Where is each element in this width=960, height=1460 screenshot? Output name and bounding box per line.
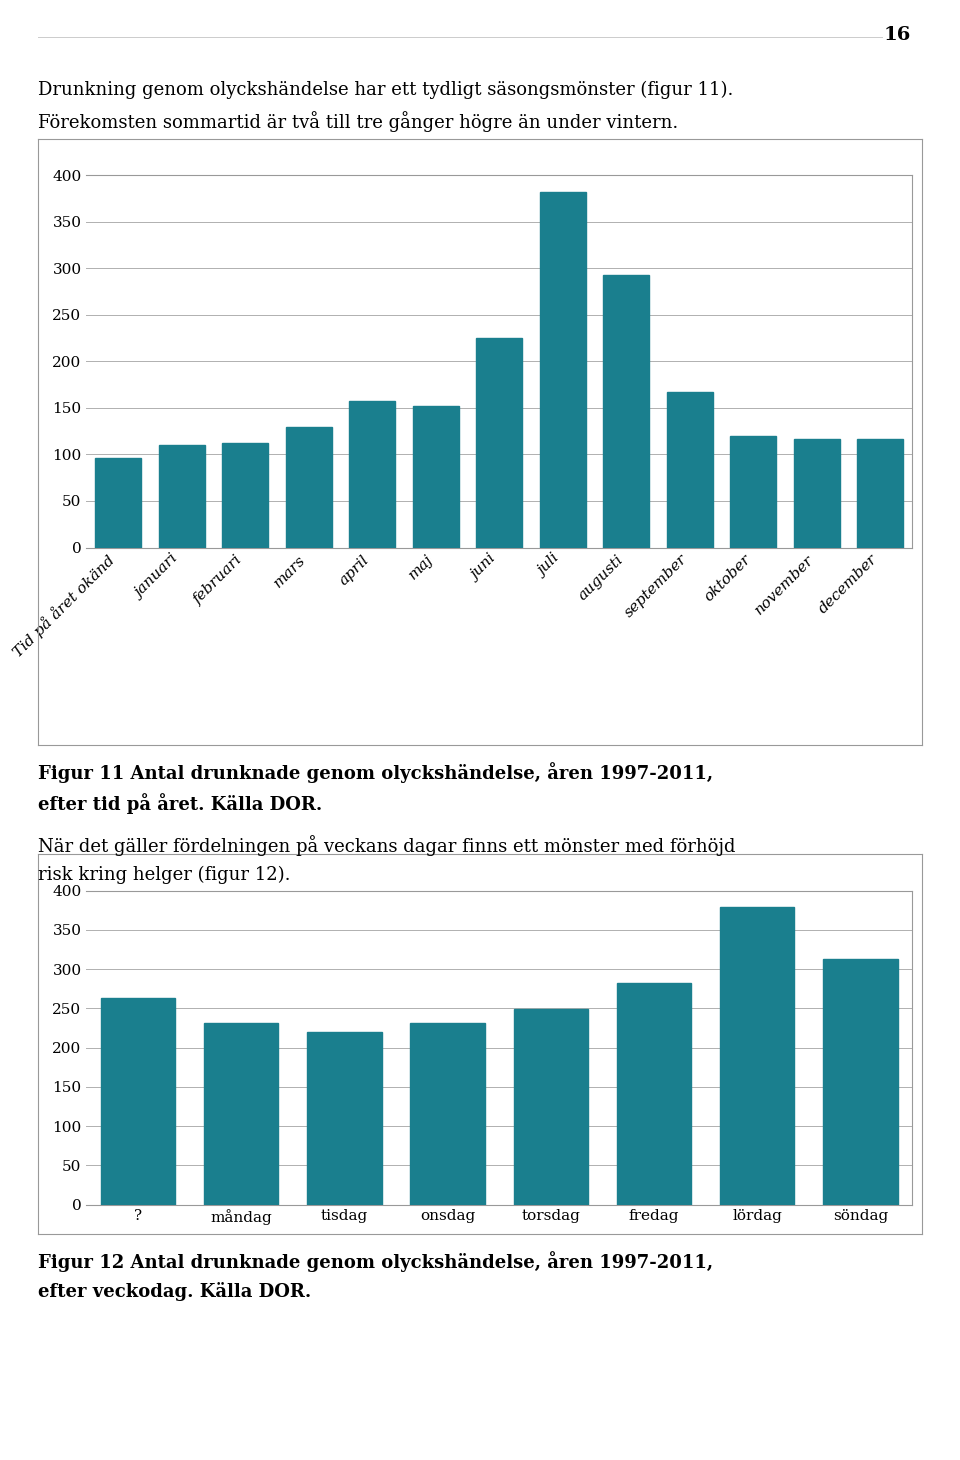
Text: risk kring helger (figur 12).: risk kring helger (figur 12). — [38, 866, 291, 885]
Bar — [794, 438, 840, 548]
Bar — [413, 406, 459, 548]
Bar — [514, 1009, 588, 1204]
Bar — [101, 999, 175, 1204]
Bar — [617, 983, 691, 1204]
Bar — [603, 274, 649, 548]
Bar — [158, 445, 204, 548]
Bar — [476, 339, 522, 548]
Bar — [720, 907, 794, 1204]
Text: Figur 11 Antal drunknade genom olyckshändelse, åren 1997-2011,: Figur 11 Antal drunknade genom olyckshän… — [38, 762, 713, 783]
Bar — [307, 1032, 381, 1204]
Bar — [731, 435, 776, 548]
Text: efter tid på året. Källa DOR.: efter tid på året. Källa DOR. — [38, 793, 323, 813]
Text: När det gäller fördelningen på veckans dagar finns ett mönster med förhöjd: När det gäller fördelningen på veckans d… — [38, 835, 736, 856]
Bar — [349, 402, 396, 548]
Text: Förekomsten sommartid är två till tre gånger högre än under vintern.: Förekomsten sommartid är två till tre gå… — [38, 111, 679, 131]
Text: efter veckodag. Källa DOR.: efter veckodag. Källa DOR. — [38, 1282, 312, 1301]
Bar — [204, 1023, 278, 1204]
Bar — [286, 426, 331, 548]
Bar — [824, 959, 898, 1204]
Bar — [95, 458, 141, 548]
Bar — [857, 438, 903, 548]
Text: 16: 16 — [884, 26, 911, 44]
Bar — [411, 1023, 485, 1204]
Text: Drunkning genom olyckshändelse har ett tydligt säsongsmönster (figur 11).: Drunkning genom olyckshändelse har ett t… — [38, 80, 733, 99]
Bar — [667, 393, 712, 548]
Bar — [540, 191, 586, 548]
Bar — [223, 444, 268, 548]
Text: Figur 12 Antal drunknade genom olyckshändelse, åren 1997-2011,: Figur 12 Antal drunknade genom olyckshän… — [38, 1251, 713, 1272]
